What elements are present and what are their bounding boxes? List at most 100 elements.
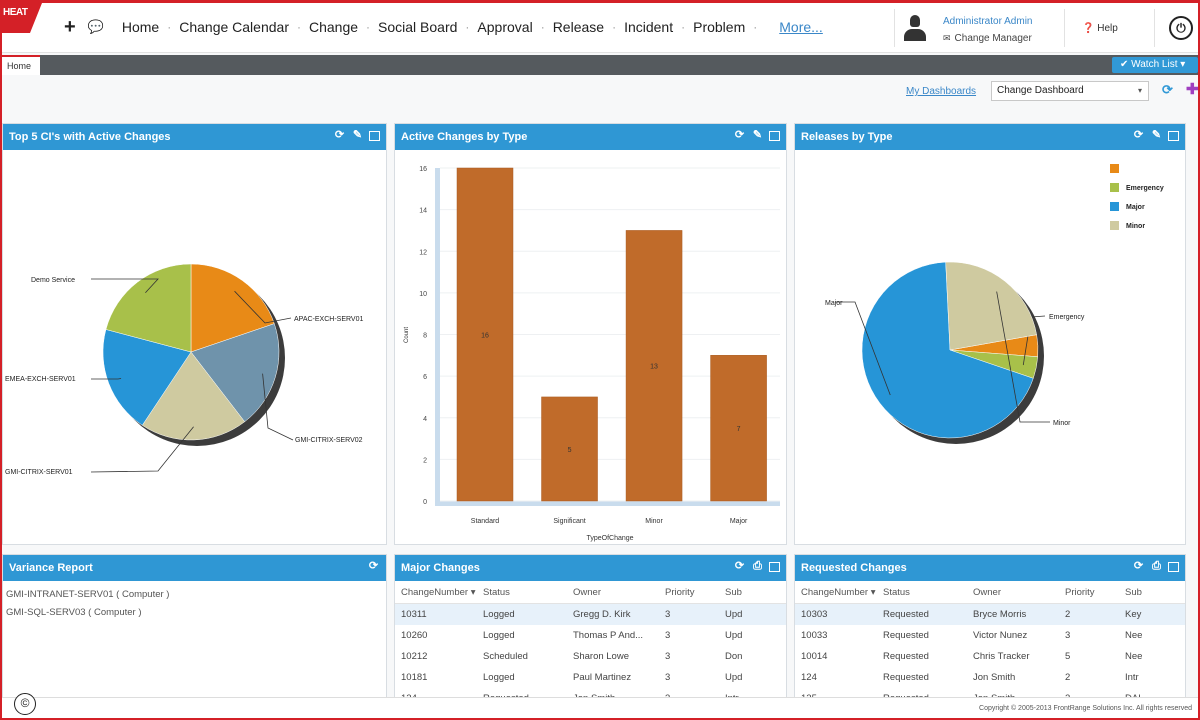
nav-item-social-board[interactable]: Social Board bbox=[378, 19, 458, 35]
my-dashboards-link[interactable]: My Dashboards bbox=[906, 86, 977, 97]
chat-bubble-icon[interactable]: 💬 bbox=[87, 19, 104, 34]
edit-icon[interactable]: ✎ bbox=[1151, 129, 1162, 141]
edit-icon[interactable]: ✎ bbox=[352, 129, 363, 141]
table-row[interactable]: 124 Requested Jon Smith 2 Intr bbox=[795, 667, 1185, 688]
pie-label: APAC-EXCH-SERV01 bbox=[294, 316, 363, 323]
table-row[interactable]: 10033 Requested Victor Nunez 3 Nee bbox=[795, 625, 1185, 646]
column-header[interactable]: ChangeNumber ▾ bbox=[795, 581, 877, 604]
sort-icon[interactable]: ▾ bbox=[868, 587, 876, 598]
bar[interactable] bbox=[625, 230, 683, 502]
variance-item[interactable]: GMI-INTRANET-SERV01 ( Computer ) bbox=[6, 589, 170, 600]
refresh-icon[interactable]: ⟳ bbox=[334, 129, 345, 141]
column-header-label: ChangeNumber bbox=[801, 587, 869, 598]
table-cell: Upd bbox=[725, 672, 743, 683]
nav-item-release[interactable]: Release bbox=[552, 19, 605, 35]
column-header[interactable]: Priority bbox=[1059, 581, 1119, 604]
table-row[interactable]: 10303 Requested Bryce Morris 2 Key bbox=[795, 603, 1185, 625]
nav-item-problem[interactable]: Problem bbox=[693, 19, 746, 35]
table-row[interactable]: 10212 Scheduled Sharon Lowe 3 Don bbox=[395, 646, 786, 667]
table-cell: 3 bbox=[665, 630, 671, 641]
table-row[interactable]: 10260 Logged Thomas P And... 3 Upd bbox=[395, 625, 786, 646]
refresh-icon[interactable]: ⟳ bbox=[734, 560, 745, 572]
refresh-icon[interactable]: ⟳ bbox=[1133, 129, 1144, 141]
requested-changes-table: ChangeNumber ▾ Status Owner Priority Sub 1030… bbox=[795, 581, 1185, 699]
column-header[interactable]: Owner bbox=[967, 581, 1059, 604]
maximize-icon[interactable] bbox=[1168, 562, 1179, 572]
heat-logo[interactable]: HEAT bbox=[2, 3, 42, 33]
bar[interactable] bbox=[710, 355, 767, 502]
panel-active-changes: Active Changes by Type ⟳ ✎ 0 2 4 6 8 10 12 14 16… bbox=[394, 123, 787, 545]
nav-item-change-calendar[interactable]: Change Calendar bbox=[179, 19, 289, 35]
table-cell: 124 bbox=[401, 693, 417, 699]
table-row[interactable]: 125 Requested Jon Smith 2 DAI bbox=[795, 688, 1185, 699]
dashboard-select[interactable]: Change Dashboard ▾ bbox=[991, 81, 1149, 101]
variance-item[interactable]: GMI-SQL-SERV03 ( Computer ) bbox=[6, 607, 142, 618]
tab-home[interactable]: Home bbox=[2, 55, 40, 75]
pie-slice[interactable] bbox=[861, 261, 1034, 439]
pie-label: Major bbox=[825, 300, 843, 307]
table-cell: 2 bbox=[1065, 672, 1071, 683]
table-cell: 3 bbox=[665, 651, 671, 662]
bar[interactable] bbox=[541, 396, 598, 502]
column-header[interactable]: ChangeNumber ▾ bbox=[395, 581, 477, 604]
export-icon[interactable]: ⎙ bbox=[1152, 560, 1161, 572]
bar[interactable] bbox=[456, 167, 514, 502]
power-icon[interactable]: ⏻ bbox=[1169, 16, 1193, 40]
edit-icon[interactable]: ✎ bbox=[752, 129, 763, 141]
user-name-link[interactable]: Administrator Admin bbox=[943, 16, 1033, 27]
maximize-icon[interactable] bbox=[1168, 131, 1179, 141]
pie-slice[interactable] bbox=[105, 263, 192, 353]
pie-slice[interactable] bbox=[190, 263, 275, 353]
plus-icon[interactable]: + bbox=[64, 16, 76, 38]
table-cell: Key bbox=[1119, 603, 1185, 625]
maximize-icon[interactable] bbox=[769, 562, 780, 572]
table-row[interactable]: 124 Requested Jon Smith 3 Intr bbox=[395, 688, 786, 699]
nav-more-link[interactable]: More... bbox=[779, 19, 823, 35]
legend-label: Emergency bbox=[1126, 185, 1164, 192]
column-header[interactable]: Sub bbox=[719, 581, 786, 604]
table-cell: Requested bbox=[883, 630, 929, 641]
table-row[interactable]: 10311 Logged Gregg D. Kirk 3 Upd bbox=[395, 603, 786, 625]
table-cell: 10303 bbox=[795, 603, 877, 625]
maximize-icon[interactable] bbox=[769, 131, 780, 141]
x-tick-label: Standard bbox=[471, 518, 500, 525]
help-button[interactable]: ❓ Help bbox=[1082, 23, 1118, 34]
maximize-icon[interactable] bbox=[369, 131, 380, 141]
panel-header: Active Changes by Type ⟳ ✎ bbox=[395, 124, 786, 150]
table-row[interactable]: 10181 Logged Paul Martinez 3 Upd bbox=[395, 667, 786, 688]
refresh-icon[interactable]: ⟳ bbox=[734, 129, 745, 141]
user-avatar-icon[interactable] bbox=[902, 15, 928, 43]
nav-item-approval[interactable]: Approval bbox=[477, 19, 533, 35]
column-header[interactable]: Status bbox=[877, 581, 967, 604]
sort-icon[interactable]: ▾ bbox=[468, 587, 476, 598]
refresh-icon[interactable]: ⟳ bbox=[1133, 560, 1144, 572]
table-row[interactable]: 10014 Requested Chris Tracker 5 Nee bbox=[795, 646, 1185, 667]
export-icon[interactable]: ⎙ bbox=[753, 560, 762, 572]
help-icon: ❓ bbox=[1082, 23, 1095, 34]
refresh-icon[interactable]: ⟳ bbox=[368, 560, 379, 572]
pie-slice[interactable] bbox=[190, 323, 280, 423]
nav-item-incident[interactable]: Incident bbox=[624, 19, 674, 35]
column-header[interactable]: Owner bbox=[567, 581, 659, 604]
nav-item-change[interactable]: Change bbox=[308, 19, 359, 35]
table-cell: Upd bbox=[719, 603, 786, 625]
add-widget-icon[interactable]: ✚ bbox=[1186, 81, 1199, 98]
pie-slice[interactable] bbox=[102, 329, 192, 426]
column-header[interactable]: Status bbox=[477, 581, 567, 604]
y-tick-label: 2 bbox=[423, 457, 427, 464]
watch-list-button[interactable]: ✔ Watch List ▾ bbox=[1112, 57, 1198, 73]
column-header[interactable]: Priority bbox=[659, 581, 719, 604]
column-header[interactable]: Sub bbox=[1119, 581, 1185, 604]
bar-value-label: 13 bbox=[650, 364, 658, 371]
y-tick-label: 12 bbox=[419, 249, 427, 256]
pie-slice[interactable] bbox=[945, 261, 1037, 351]
user-role[interactable]: ✉ Change Manager bbox=[943, 33, 1032, 44]
major-changes-table: ChangeNumber ▾ Status Owner Priority Sub 1031… bbox=[395, 581, 786, 699]
pie-slice[interactable] bbox=[141, 351, 246, 441]
refresh-dashboard-icon[interactable]: ⟳ bbox=[1162, 82, 1173, 97]
table-cell: Requested bbox=[883, 693, 929, 699]
table-cell: Jon Smith bbox=[573, 693, 616, 699]
nav-item-home[interactable]: Home bbox=[121, 19, 160, 35]
table-cell: Requested bbox=[883, 651, 929, 662]
y-tick-label: 10 bbox=[419, 291, 427, 298]
